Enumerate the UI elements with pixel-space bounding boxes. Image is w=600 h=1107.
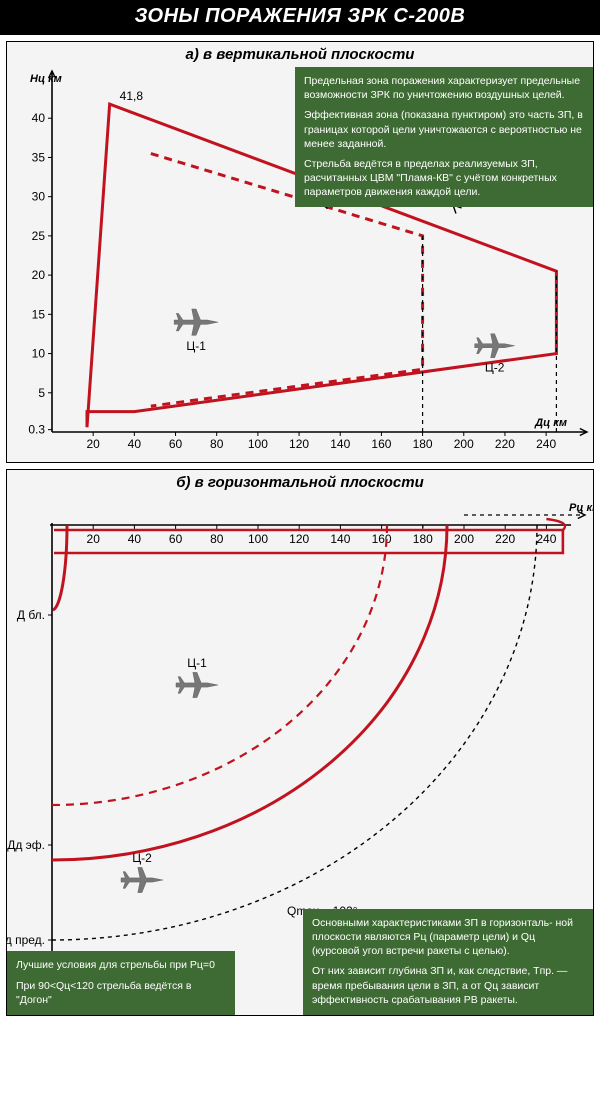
svg-text:160: 160 (371, 437, 391, 451)
svg-text:80: 80 (210, 532, 224, 546)
svg-text:220: 220 (495, 437, 515, 451)
svg-text:120: 120 (289, 437, 309, 451)
svg-text:40: 40 (128, 532, 142, 546)
svg-text:0.3: 0.3 (28, 423, 45, 437)
svg-text:Нц км: Нц км (30, 73, 62, 85)
chart-horizontal: Рц км 20 40 60 80 100 120 140 160 180 200 220 240 Д б… (7, 495, 593, 1015)
svg-text:200: 200 (454, 437, 474, 451)
svg-text:160: 160 (372, 532, 392, 546)
svg-text:Ц-2: Ц-2 (132, 851, 152, 865)
info-a-p2: Эффективная зона (показана пунктиром) эт… (304, 108, 584, 151)
svg-text:140: 140 (330, 532, 350, 546)
info-bl-p2: При 90<Qц<120 стрельба ведётся в "Догон" (16, 979, 226, 1007)
svg-text:Дц км: Дц км (534, 417, 567, 429)
svg-text:30: 30 (32, 190, 46, 204)
svg-text:100: 100 (248, 532, 268, 546)
svg-text:60: 60 (169, 532, 183, 546)
svg-text:60: 60 (169, 437, 183, 451)
info-box-b-left: Лучшие условия для стрельбы при Рц=0 При… (7, 951, 235, 1015)
info-br-p1: Основными характеристиками ЗП в горизонт… (312, 916, 584, 959)
svg-text:120: 120 (289, 532, 309, 546)
svg-text:180: 180 (413, 532, 433, 546)
svg-text:240: 240 (536, 437, 556, 451)
svg-text:Дд эф.: Дд эф. (7, 838, 45, 852)
section-horizontal: б) в горизонтальной плоскости Рц км 20 40 6… (6, 469, 594, 1016)
svg-text:20: 20 (86, 437, 100, 451)
info-a-p1: Предельная зона поражения характеризует … (304, 74, 584, 102)
svg-text:140: 140 (330, 437, 350, 451)
svg-text:35: 35 (32, 150, 46, 164)
svg-text:Ц-2: Ц-2 (485, 361, 505, 375)
svg-text:20: 20 (32, 268, 46, 282)
svg-text:220: 220 (495, 532, 515, 546)
svg-text:40: 40 (32, 111, 46, 125)
info-box-b-right: Основными характеристиками ЗП в горизонт… (303, 909, 593, 1015)
svg-text:41,8: 41,8 (120, 89, 144, 103)
svg-text:25: 25 (32, 229, 46, 243)
svg-text:20: 20 (87, 532, 101, 546)
page-title: ЗОНЫ ПОРАЖЕНИЯ ЗРК С-200В (0, 0, 600, 35)
svg-text:10: 10 (32, 347, 46, 361)
section-b-title: б) в горизонтальной плоскости (176, 474, 424, 491)
svg-text:Рц км: Рц км (569, 502, 593, 514)
svg-text:Ц-1: Ц-1 (186, 339, 206, 353)
info-a-p3: Стрельба ведётся в пределах реализуемых … (304, 157, 584, 200)
section-vertical: а) в вертикальной плоскости 20 40 60 80 100 1… (6, 41, 594, 463)
svg-text:15: 15 (32, 307, 46, 321)
svg-text:180: 180 (413, 437, 433, 451)
svg-text:Дд пред.: Дд пред. (7, 933, 45, 947)
svg-text:Д бл.: Д бл. (17, 608, 45, 622)
info-box-a: Предельная зона поражения характеризует … (295, 67, 593, 207)
info-br-p2: От них зависит глубина ЗП и, как следств… (312, 964, 584, 1007)
chart-vertical: 20 40 60 80 100 120 140 160 180 200 220 240 0.3 5 10 15… (7, 67, 593, 462)
svg-text:240: 240 (536, 532, 556, 546)
svg-text:100: 100 (248, 437, 268, 451)
svg-text:80: 80 (210, 437, 224, 451)
svg-text:200: 200 (454, 532, 474, 546)
svg-text:40: 40 (128, 437, 142, 451)
svg-text:5: 5 (38, 386, 45, 400)
svg-text:Ц-1: Ц-1 (187, 656, 207, 670)
info-bl-p1: Лучшие условия для стрельбы при Рц=0 (16, 958, 226, 972)
section-a-title: а) в вертикальной плоскости (186, 46, 415, 63)
